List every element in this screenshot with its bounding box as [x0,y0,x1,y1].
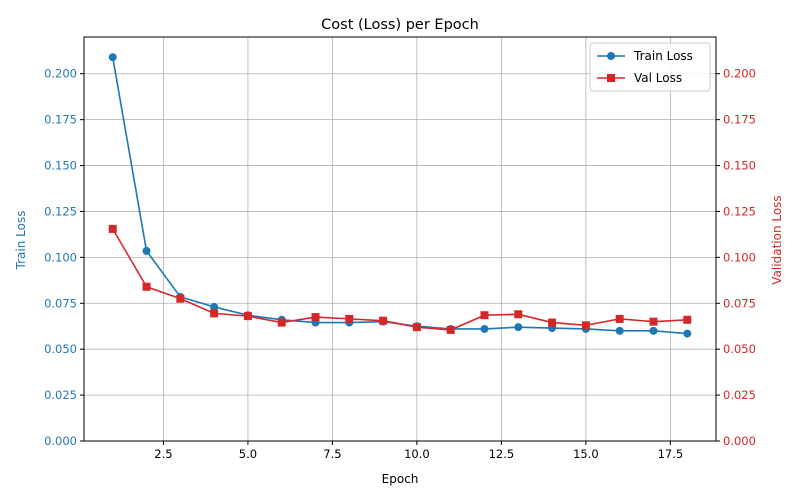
train-loss-point [142,246,151,255]
val-loss-point [412,323,421,332]
val-loss-point [311,313,320,322]
series-layer [108,53,692,338]
right-tick-label: 0.100 [723,250,756,264]
right-axis-ticks: 0.000 0.025 0.050 0.075 0.100 0.125 0.150 0.175… [716,67,756,448]
x-tick-label: 12.5 [489,447,515,461]
legend-val-label: Val Loss [634,71,682,85]
val-loss-point [345,314,354,323]
val-loss-point [548,318,557,327]
grid-lines [84,37,716,442]
chart-title: Cost (Loss) per Epoch [321,17,479,33]
right-tick-label: 0.050 [723,342,756,356]
train-loss-point [108,53,117,62]
x-axis-label: Epoch [382,472,419,486]
train-loss-point [649,326,658,335]
left-tick-label: 0.175 [44,113,77,127]
left-tick-label: 0.125 [44,204,77,218]
right-tick-label: 0.200 [723,67,756,81]
val-loss-point [176,294,185,303]
x-tick-label: 15.0 [573,447,599,461]
left-tick-label: 0.050 [44,342,77,356]
val-loss-point [210,309,219,318]
right-tick-label: 0.075 [723,296,756,310]
legend: Train Loss Val Loss [589,42,711,92]
x-tick-label: 17.5 [658,447,684,461]
val-loss-point [615,314,624,323]
train-loss-line [111,57,688,335]
left-tick-label: 0.000 [44,434,77,448]
val-loss-point [480,311,489,320]
val-loss-point [142,282,151,291]
val-loss-point [683,315,692,324]
val-loss-point [649,317,658,326]
legend-train-marker [607,52,615,60]
left-tick-label: 0.100 [44,250,77,264]
left-tick-label: 0.025 [44,388,77,402]
train-loss-point [615,326,624,335]
train-loss-point [210,302,219,311]
val-loss-point [379,316,388,325]
right-tick-label: 0.150 [723,159,756,173]
left-axis-label: Train Loss [14,211,28,271]
val-loss-point [108,224,117,233]
train-loss-point [514,323,523,332]
left-tick-label: 0.200 [44,67,77,81]
train-loss-point [480,324,489,333]
legend-val-marker [607,74,615,82]
val-loss-point [446,325,455,334]
right-tick-label: 0.025 [723,388,756,402]
left-tick-label: 0.150 [44,159,77,173]
val-loss-point [514,310,523,319]
right-tick-label: 0.000 [723,434,756,448]
left-tick-label: 0.075 [44,296,77,310]
val-loss-point [243,312,252,321]
left-axis-ticks: 0.000 0.025 0.050 0.075 0.100 0.125 0.150 0.175… [44,67,84,448]
val-loss-point [581,321,590,330]
plot-frame [83,36,717,442]
x-tick-label: 10.0 [404,447,430,461]
x-tick-label: 7.5 [323,447,341,461]
train-loss-point [683,329,692,338]
right-axis-label: Validation Loss [770,195,784,284]
legend-train-label: Train Loss [633,49,693,63]
x-tick-label: 2.5 [154,447,172,461]
right-tick-label: 0.175 [723,113,756,127]
right-tick-label: 0.125 [723,204,756,218]
x-tick-label: 5.0 [239,447,257,461]
val-loss-point [277,318,286,327]
val-loss-line [112,228,688,331]
legend-box [589,42,711,92]
x-axis-ticks: 2.5 5.0 7.5 10.0 12.5 15.0 17.5 [154,441,683,461]
